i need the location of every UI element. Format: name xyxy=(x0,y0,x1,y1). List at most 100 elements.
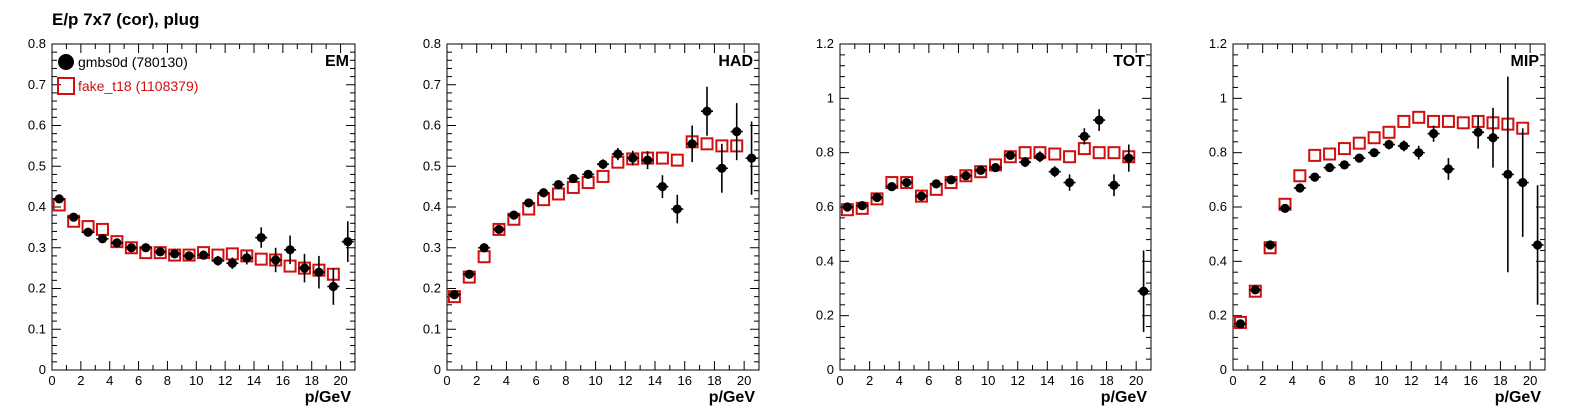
data-point xyxy=(1079,131,1089,141)
data-point xyxy=(746,153,757,163)
x-tick-label: 20 xyxy=(1129,373,1143,388)
panel-title: MIP xyxy=(1511,53,1540,70)
data-point xyxy=(69,212,79,222)
plot-area xyxy=(447,86,758,304)
x-axis-label: p/GeV xyxy=(305,389,352,406)
chart-panel-3: 0 2 4 6 8 10 12 14 16 18 20 0 0.2 0.4 0.6 0.8 1 1.2 MIP p/G… xyxy=(1209,36,1546,406)
data-point xyxy=(1503,169,1513,179)
data-point xyxy=(931,179,941,189)
x-tick-label: 18 xyxy=(1493,373,1507,388)
data-point xyxy=(198,250,209,260)
x-tick-label: 16 xyxy=(1070,373,1084,388)
data-point xyxy=(1354,153,1364,163)
plot-area xyxy=(840,109,1150,332)
x-tick-label: 12 xyxy=(618,373,632,388)
x-tick-label: 8 xyxy=(1348,373,1355,388)
data-point xyxy=(54,194,64,204)
data-point xyxy=(96,222,109,236)
data-point xyxy=(155,247,165,257)
data-point xyxy=(613,149,623,159)
y-tick-label: 0 xyxy=(1220,362,1227,377)
data-point xyxy=(242,253,252,263)
panel-title: EM xyxy=(325,53,349,70)
data-point xyxy=(256,232,266,243)
data-point xyxy=(1050,167,1060,177)
x-tick-label: 4 xyxy=(503,373,510,388)
y-tick-label: 0 xyxy=(827,362,834,377)
y-tick-label: 0.7 xyxy=(423,77,441,92)
data-point xyxy=(285,245,295,255)
data-point xyxy=(1005,150,1015,160)
data-point xyxy=(1339,160,1350,170)
data-point xyxy=(449,290,460,300)
x-tick-label: 10 xyxy=(981,373,995,388)
data-point xyxy=(1310,172,1320,182)
data-point xyxy=(700,137,714,151)
data-point xyxy=(702,106,712,116)
x-tick-label: 2 xyxy=(77,373,84,388)
data-point xyxy=(1456,116,1470,130)
data-point xyxy=(1324,163,1335,173)
data-point xyxy=(184,251,194,261)
data-point xyxy=(141,243,151,253)
x-tick-label: 6 xyxy=(925,373,932,388)
data-point xyxy=(583,169,593,179)
x-tick-label: 16 xyxy=(276,373,290,388)
legend-marker-filled-circle xyxy=(58,54,74,70)
data-point xyxy=(1384,139,1394,150)
y-tick-label: 0.1 xyxy=(28,321,46,336)
data-point xyxy=(464,269,474,279)
x-tick-label: 14 xyxy=(1040,373,1054,388)
x-tick-label: 20 xyxy=(333,373,347,388)
y-tick-label: 1.2 xyxy=(1209,36,1227,51)
data-point xyxy=(538,188,549,198)
data-point xyxy=(112,238,122,248)
data-point xyxy=(842,202,853,212)
data-point xyxy=(1323,147,1337,161)
y-tick-label: 0.2 xyxy=(423,281,441,296)
y-tick-label: 0.4 xyxy=(816,253,834,268)
chart-panel-1: 0 2 4 6 8 10 12 14 16 18 20 0 0.1 0.2 0.3 0.4 0.5 0.6 0.7 0… xyxy=(423,36,760,406)
data-point xyxy=(976,165,986,175)
data-point xyxy=(170,249,180,259)
data-point xyxy=(657,182,668,192)
data-point xyxy=(479,243,489,253)
data-point xyxy=(628,153,638,163)
data-point xyxy=(961,171,971,181)
x-tick-label: 10 xyxy=(189,373,203,388)
data-point xyxy=(1107,146,1121,160)
data-point xyxy=(1337,142,1351,156)
data-point xyxy=(182,248,196,262)
y-tick-label: 0.6 xyxy=(816,199,834,214)
legend-label: fake_t18 (1108379) xyxy=(78,78,198,94)
y-tick-label: 0.8 xyxy=(423,36,441,51)
data-point xyxy=(314,267,324,277)
x-tick-label: 18 xyxy=(707,373,721,388)
data-point xyxy=(509,210,519,220)
data-point xyxy=(1308,148,1322,162)
plot-frame xyxy=(839,43,1152,371)
data-point xyxy=(494,224,504,235)
data-point xyxy=(1235,319,1246,329)
data-point xyxy=(568,173,578,184)
y-tick-label: 0.6 xyxy=(28,118,46,133)
data-point xyxy=(254,252,268,266)
data-point xyxy=(857,201,867,211)
x-tick-label: 10 xyxy=(588,373,602,388)
y-tick-label: 0 xyxy=(39,362,46,377)
data-point xyxy=(990,163,1001,173)
x-tick-label: 6 xyxy=(1319,373,1326,388)
x-tick-label: 10 xyxy=(1374,373,1388,388)
plot-frame xyxy=(446,43,760,371)
x-tick-label: 0 xyxy=(836,373,843,388)
x-axis-label: p/GeV xyxy=(1495,389,1542,406)
data-point xyxy=(946,175,956,185)
data-point xyxy=(1138,286,1149,296)
data-point xyxy=(872,192,882,203)
data-point xyxy=(655,151,669,165)
data-point xyxy=(732,127,742,137)
data-point xyxy=(1018,146,1032,160)
x-tick-label: 0 xyxy=(48,373,55,388)
data-point xyxy=(97,234,108,244)
